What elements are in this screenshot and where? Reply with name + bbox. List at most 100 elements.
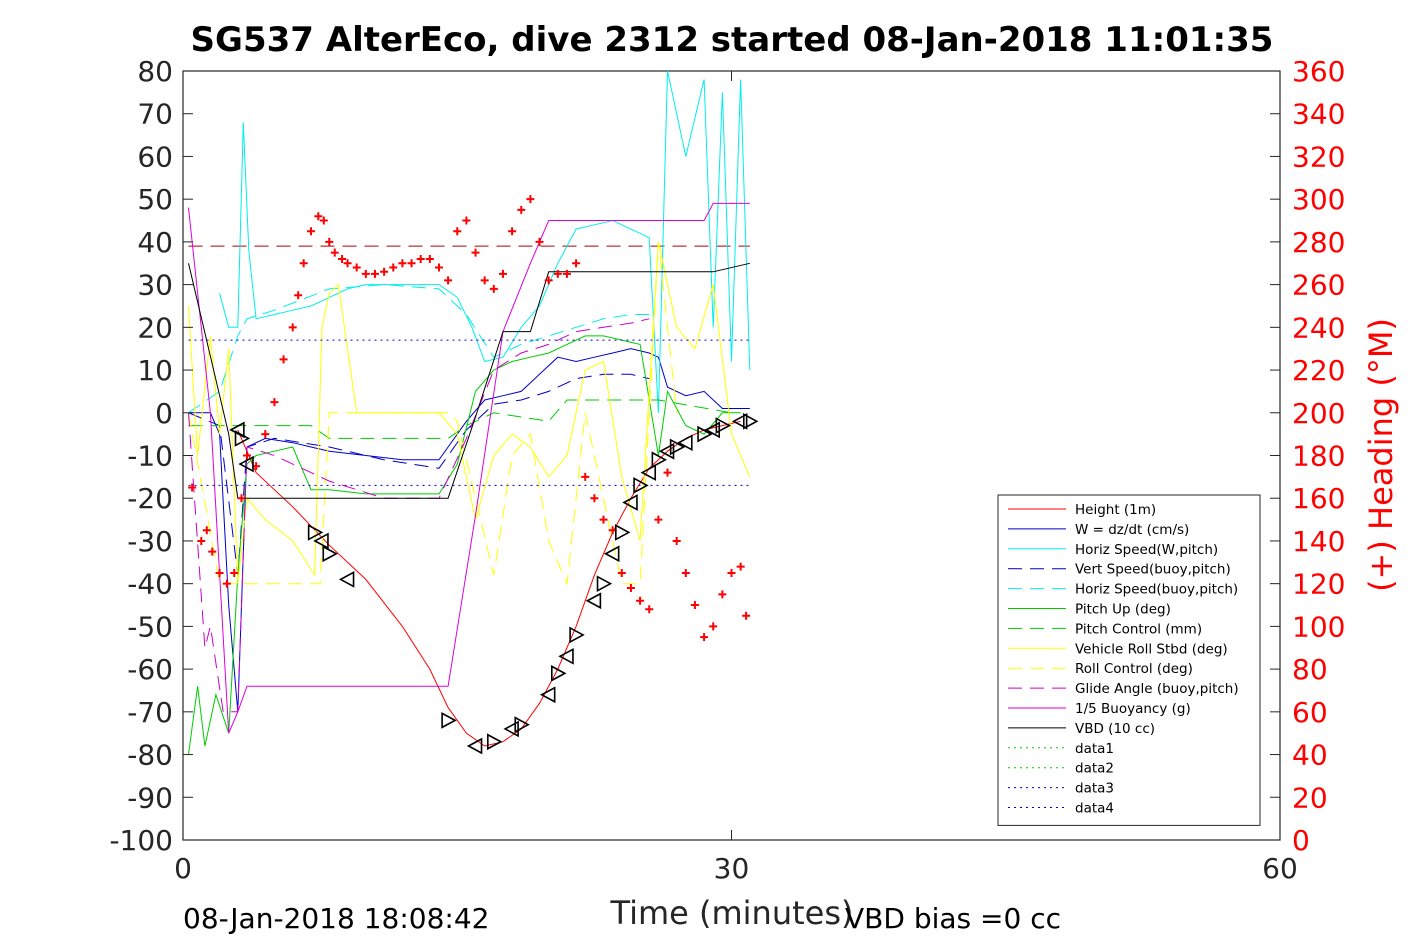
heading-point — [338, 254, 347, 263]
tick-layer: 80706050403020100-10-20-30-40-50-60-70-8… — [109, 55, 1345, 885]
heading-point — [489, 284, 498, 293]
heading-point — [330, 248, 339, 257]
heading-point — [572, 259, 581, 268]
depth-marker — [338, 571, 355, 588]
heading-point — [544, 276, 553, 285]
heading-point — [325, 237, 334, 246]
depth-marker — [669, 438, 686, 456]
heading-point — [294, 291, 303, 300]
depth-marker — [615, 524, 631, 541]
heading-point — [462, 216, 471, 225]
heading-point — [270, 398, 279, 407]
heading-point — [389, 263, 398, 272]
heading-point — [535, 237, 544, 246]
y-tick-label: 50 — [137, 183, 173, 216]
x-tick-label: 60 — [1262, 852, 1298, 885]
y-tick-label: 80 — [137, 55, 173, 88]
x-tick-label: 30 — [714, 852, 750, 885]
heading-point — [319, 216, 328, 225]
heading-point — [681, 568, 690, 577]
heading-point — [352, 263, 361, 272]
depth-marker — [307, 524, 324, 541]
heading-point — [370, 269, 379, 278]
series-line-vbd-10-cc — [188, 262, 750, 499]
heading-point — [508, 227, 517, 236]
depth-marker — [731, 412, 748, 430]
y-tick-label: -10 — [127, 440, 173, 473]
heading-point — [197, 536, 206, 545]
series-line-1-5-buoyancy-g — [188, 202, 750, 734]
y-tick-label: 10 — [137, 354, 173, 387]
heading-point — [626, 583, 635, 592]
series-line-roll-control-deg — [188, 241, 678, 586]
heading-point — [380, 267, 389, 276]
y2-tick-label: 340 — [1292, 98, 1345, 131]
heading-point — [215, 568, 224, 577]
y2-tick-label: 80 — [1292, 653, 1328, 686]
y2-tick-label: 140 — [1292, 525, 1345, 558]
heading-point — [727, 568, 736, 577]
heading-point — [188, 483, 197, 492]
heading-point — [444, 276, 453, 285]
heading-point — [517, 205, 526, 214]
y2-tick-label: 320 — [1292, 140, 1345, 173]
legend-entry: data2 — [1075, 761, 1114, 777]
legend-entry: Pitch Up (deg) — [1075, 602, 1171, 618]
y-tick-label: -80 — [127, 739, 173, 772]
depth-marker — [715, 417, 732, 434]
depth-marker — [633, 477, 649, 494]
y-tick-label: 70 — [137, 98, 173, 131]
series-line-pitch-up-deg — [188, 335, 741, 755]
legend-entry: Vert Speed(buoy,pitch) — [1075, 562, 1231, 578]
depth-marker — [503, 720, 519, 738]
y2-tick-label: 280 — [1292, 226, 1345, 259]
legend-entry: data4 — [1075, 801, 1114, 817]
depth-marker — [558, 647, 574, 665]
heading-point — [700, 633, 709, 642]
footer-timestamp: 08-Jan-2018 18:08:42 — [183, 902, 489, 935]
heading-point — [599, 515, 608, 524]
heading-point — [416, 254, 425, 263]
heading-point — [398, 259, 407, 268]
depth-marker — [441, 712, 457, 729]
depth-marker — [677, 434, 693, 452]
y-tick-label: -50 — [127, 610, 173, 643]
legend-entry: VBD (10 cc) — [1075, 721, 1155, 737]
y-tick-label: 60 — [137, 140, 173, 173]
y2-tick-label: 60 — [1292, 696, 1328, 729]
legend-entry: Glide Angle (buoy,pitch) — [1075, 681, 1239, 697]
heading-point — [222, 579, 231, 588]
heading-point — [261, 430, 270, 439]
legend-entry: data3 — [1075, 781, 1114, 797]
depth-marker — [742, 412, 759, 430]
heading-point — [654, 515, 663, 524]
heading-point — [434, 263, 443, 272]
heading-point — [314, 212, 323, 221]
heading-point — [553, 269, 562, 278]
depth-marker — [229, 421, 245, 439]
x-tick-label: 0 — [174, 852, 192, 885]
depth-marker — [234, 430, 251, 447]
heading-point — [742, 611, 751, 620]
y2-tick-label: 0 — [1292, 824, 1310, 857]
depth-marker — [313, 532, 329, 550]
y2-tick-label: 300 — [1292, 183, 1345, 216]
depth-marker — [704, 421, 721, 439]
heading-point — [306, 227, 315, 236]
heading-point — [361, 269, 370, 278]
depth-marker — [622, 494, 638, 511]
y-tick-label: -70 — [127, 696, 173, 729]
legend-entry: data1 — [1075, 741, 1114, 757]
heading-point — [581, 472, 590, 481]
heading-point — [562, 269, 571, 278]
depth-marker — [596, 575, 613, 593]
heading-point — [617, 568, 626, 577]
heading-point — [471, 248, 480, 257]
marker-layer — [188, 195, 759, 755]
depth-marker — [322, 545, 338, 563]
series-line-pitch-control-mm — [188, 399, 732, 439]
heading-point — [480, 276, 489, 285]
depth-marker — [539, 686, 556, 704]
heading-point — [242, 451, 251, 460]
